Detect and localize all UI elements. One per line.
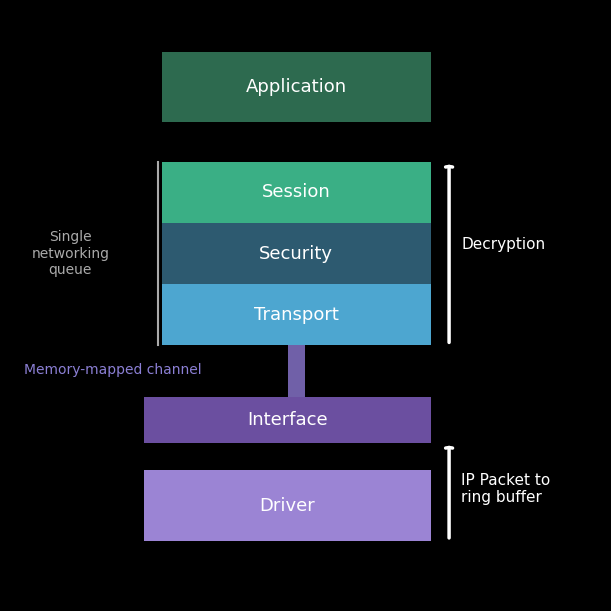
Text: Interface: Interface: [247, 411, 327, 429]
Text: Single
networking
queue: Single networking queue: [31, 230, 109, 277]
Bar: [144, 397, 431, 443]
Text: Transport: Transport: [254, 306, 338, 324]
Bar: [144, 470, 431, 541]
Text: Session: Session: [262, 183, 331, 202]
Bar: [162, 223, 431, 284]
Text: Decryption: Decryption: [461, 237, 546, 252]
Text: Driver: Driver: [259, 497, 315, 514]
Bar: [288, 345, 305, 397]
Bar: [162, 52, 431, 122]
Text: Security: Security: [259, 244, 334, 263]
Bar: [162, 284, 431, 345]
Text: Memory-mapped channel: Memory-mapped channel: [24, 363, 202, 376]
Bar: [162, 162, 431, 223]
Text: IP Packet to
ring buffer: IP Packet to ring buffer: [461, 472, 551, 505]
Text: Application: Application: [246, 78, 347, 96]
